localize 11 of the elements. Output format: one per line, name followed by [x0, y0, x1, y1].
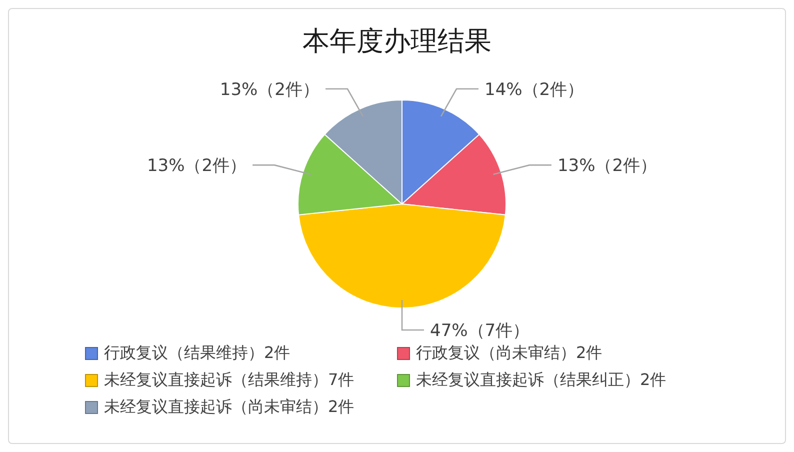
- chart-title: 本年度办理结果: [302, 25, 492, 58]
- legend-label: 行政复议（尚未审结）2件: [416, 343, 602, 364]
- legend-label: 行政复议（结果维持）2件: [104, 343, 290, 364]
- data-label: 47%（7件）: [430, 320, 530, 341]
- data-label: 13%（2件）: [220, 80, 320, 100]
- legend-label: 未经复议直接起诉（尚未审结）2件: [104, 397, 354, 418]
- legend-label: 未经复议直接起诉（结果纠正）2件: [416, 370, 666, 391]
- data-label: 14%（2件）: [484, 80, 584, 100]
- data-label: 13%（2件）: [557, 156, 658, 176]
- data-label: 13%（2件）: [146, 156, 247, 176]
- legend-label: 未经复议直接起诉（结果维持）7件: [104, 370, 354, 391]
